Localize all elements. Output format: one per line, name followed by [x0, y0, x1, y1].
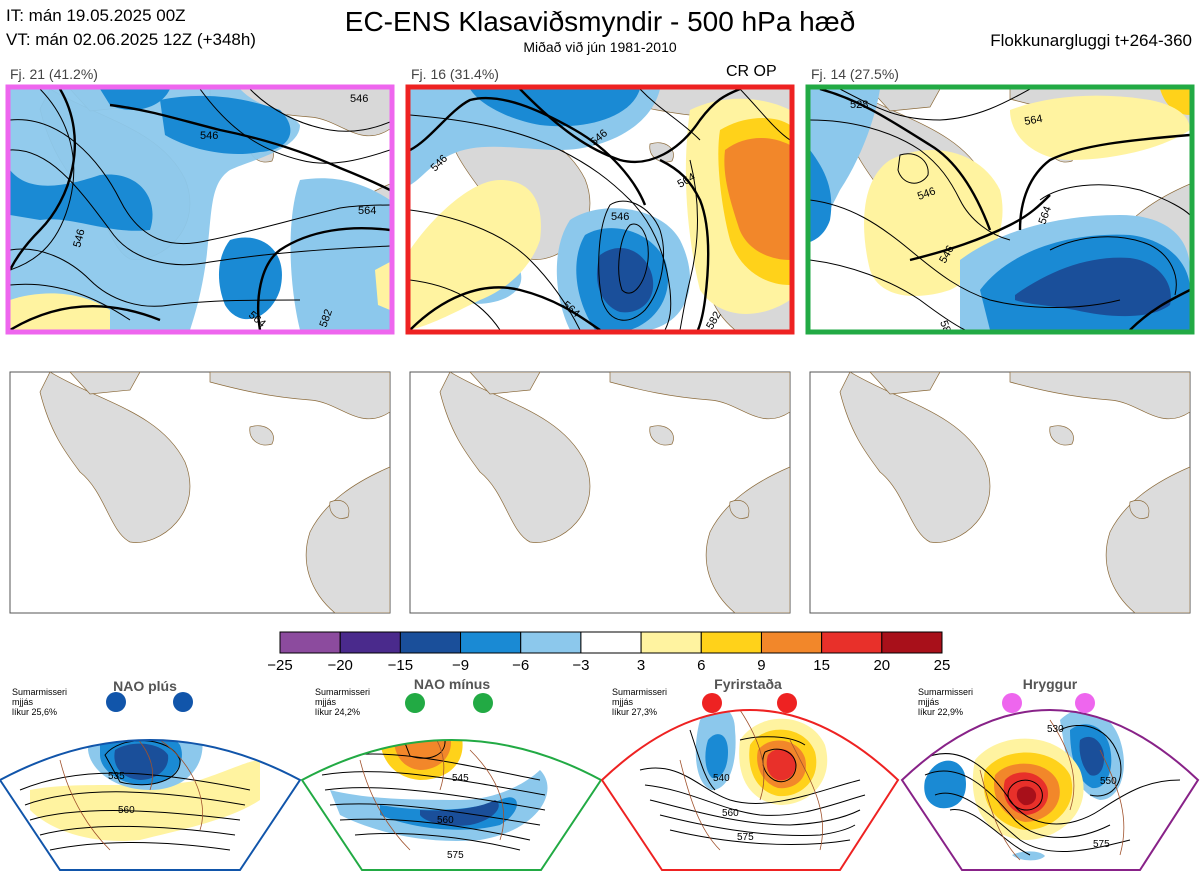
regime-probability: líkur 24,2%	[315, 707, 360, 717]
regime-title: NAO mínus	[414, 676, 490, 692]
regime-season: Sumarmisseri	[612, 687, 667, 697]
header-dates: IT: mán 19.05.2025 00Z VT: mán 02.06.202…	[6, 4, 256, 52]
regime-dot	[1002, 693, 1022, 713]
page-title: EC-ENS Klasaviðsmyndir - 500 hPa hæð	[344, 6, 856, 37]
regime-probability: líkur 22,9%	[918, 707, 963, 717]
cluster-3-map: 528 546 546 564 564 582	[810, 89, 1190, 340]
regime-contour-label: 535	[108, 771, 125, 782]
colorbar-tick-label: −9	[452, 657, 469, 674]
regime-blocking: 540 560 575	[600, 709, 900, 871]
regime-title: NAO plús	[113, 678, 177, 694]
cluster-2-label: Fj. 16 (31.4%)	[411, 66, 499, 82]
colorbar-tick-label: 9	[757, 657, 765, 674]
colorbar-swatch	[821, 631, 883, 654]
regime-probability: líkur 25,6%	[12, 707, 57, 717]
regime-dot	[473, 693, 493, 713]
colorbar-tick-label: 6	[697, 657, 705, 674]
contour-label: 528	[850, 99, 868, 111]
basemap-2	[409, 371, 791, 614]
colorbar-swatch	[881, 631, 943, 654]
regime-smoothing: mjjás	[12, 697, 34, 707]
regime-smoothing: mjjás	[918, 697, 940, 707]
contour-label: 546	[71, 228, 87, 249]
colorbar-tick-label: −3	[572, 657, 589, 674]
regime-smoothing: mjjás	[315, 697, 337, 707]
regime-dot	[106, 692, 126, 712]
regime-nao-minus: 545 560 575	[300, 739, 603, 871]
regime-smoothing: mjjás	[612, 697, 634, 707]
regime-contour-label: 560	[437, 815, 454, 826]
contour-label: 582	[318, 308, 336, 329]
colorbar-swatch	[700, 631, 762, 654]
colorbar-tick-label: 25	[934, 657, 951, 674]
regime-title: Fyrirstaða	[714, 676, 782, 692]
contour-label: 546	[200, 130, 218, 142]
regime-contour-label: 560	[722, 808, 739, 819]
init-time: IT: mán 19.05.2025 00Z	[6, 6, 186, 25]
regime-dot	[1075, 693, 1095, 713]
regime-contour-label: 575	[1093, 839, 1110, 850]
colorbar-swatch	[460, 631, 522, 654]
valid-time: VT: mán 02.06.2025 12Z (+348h)	[6, 30, 256, 49]
regime-contour-label: 560	[118, 805, 135, 816]
cluster-3-label: Fj. 14 (27.5%)	[811, 66, 899, 82]
colorbar-tick-label: 20	[873, 657, 890, 674]
contour-label: 582	[937, 319, 955, 340]
colorbar-tick-label: −25	[267, 657, 292, 674]
cluster-1-frame	[5, 84, 395, 335]
regime-season: Sumarmisseri	[918, 687, 973, 697]
regime-contour-label: 575	[447, 850, 464, 861]
colorbar-swatch	[580, 631, 642, 654]
regime-contour-label: 540	[713, 773, 730, 784]
colorbar-tick-label: −20	[327, 657, 352, 674]
regime-contour-label: 550	[1100, 776, 1117, 787]
cluster-2-map: 546 546 546 564 564 582	[410, 89, 790, 330]
contour-label: 546	[350, 93, 368, 105]
regime-contour-label: 530	[1047, 724, 1064, 735]
regime-title: Hryggur	[1023, 676, 1078, 692]
regime-dot	[702, 693, 722, 713]
cluster-1-map: 546 546 546 564 564 582	[10, 89, 390, 330]
colorbar-tick-label: 15	[813, 657, 830, 674]
basemap-1	[9, 371, 391, 614]
cluster-2-frame	[405, 84, 795, 335]
basemap-3	[809, 371, 1191, 614]
contour-label: 546	[611, 211, 629, 223]
cluster-1-label: Fj. 21 (41.2%)	[10, 66, 98, 82]
colorbar-swatch	[640, 631, 702, 654]
colorbar: −25 −20 −15 −9 −6 −3 3 6 9 15 20 25	[267, 631, 951, 674]
regime-nao-plus: 535 560	[0, 739, 302, 871]
colorbar-swatch	[520, 631, 582, 654]
contour-label: 564	[1037, 205, 1055, 226]
regime-probability: líkur 27,3%	[612, 707, 657, 717]
regime-dot	[173, 692, 193, 712]
regime-ridge: 530 550 575	[900, 709, 1200, 871]
regime-contour-label: 575	[737, 832, 754, 843]
regime-contour-label: 545	[452, 773, 469, 784]
cluster-3-frame	[805, 84, 1195, 335]
page-subtitle: Miðað við jún 1981-2010	[523, 39, 677, 55]
regime-season: Sumarmisseri	[315, 687, 370, 697]
colorbar-tick-label: −15	[388, 657, 413, 674]
cluster-window: Flokkunargluggi t+264-360	[990, 31, 1192, 50]
contour-label: 564	[358, 205, 376, 217]
colorbar-tick-label: 3	[637, 657, 645, 674]
regime-dot	[777, 693, 797, 713]
colorbar-swatch	[760, 631, 823, 654]
colorbar-tick-label: −6	[512, 657, 529, 674]
regime-headers: NAO plús Sumarmisseri mjjás líkur 25,6% …	[12, 676, 1095, 717]
colorbar-swatch	[339, 631, 401, 654]
regime-dot	[405, 693, 425, 713]
regime-season: Sumarmisseri	[12, 687, 67, 697]
colorbar-swatch	[279, 631, 341, 654]
contour-label: 564	[1023, 113, 1043, 128]
colorbar-swatch	[399, 631, 462, 654]
control-operational-tag: CR OP	[726, 63, 777, 80]
contour-label: 546	[916, 185, 937, 203]
